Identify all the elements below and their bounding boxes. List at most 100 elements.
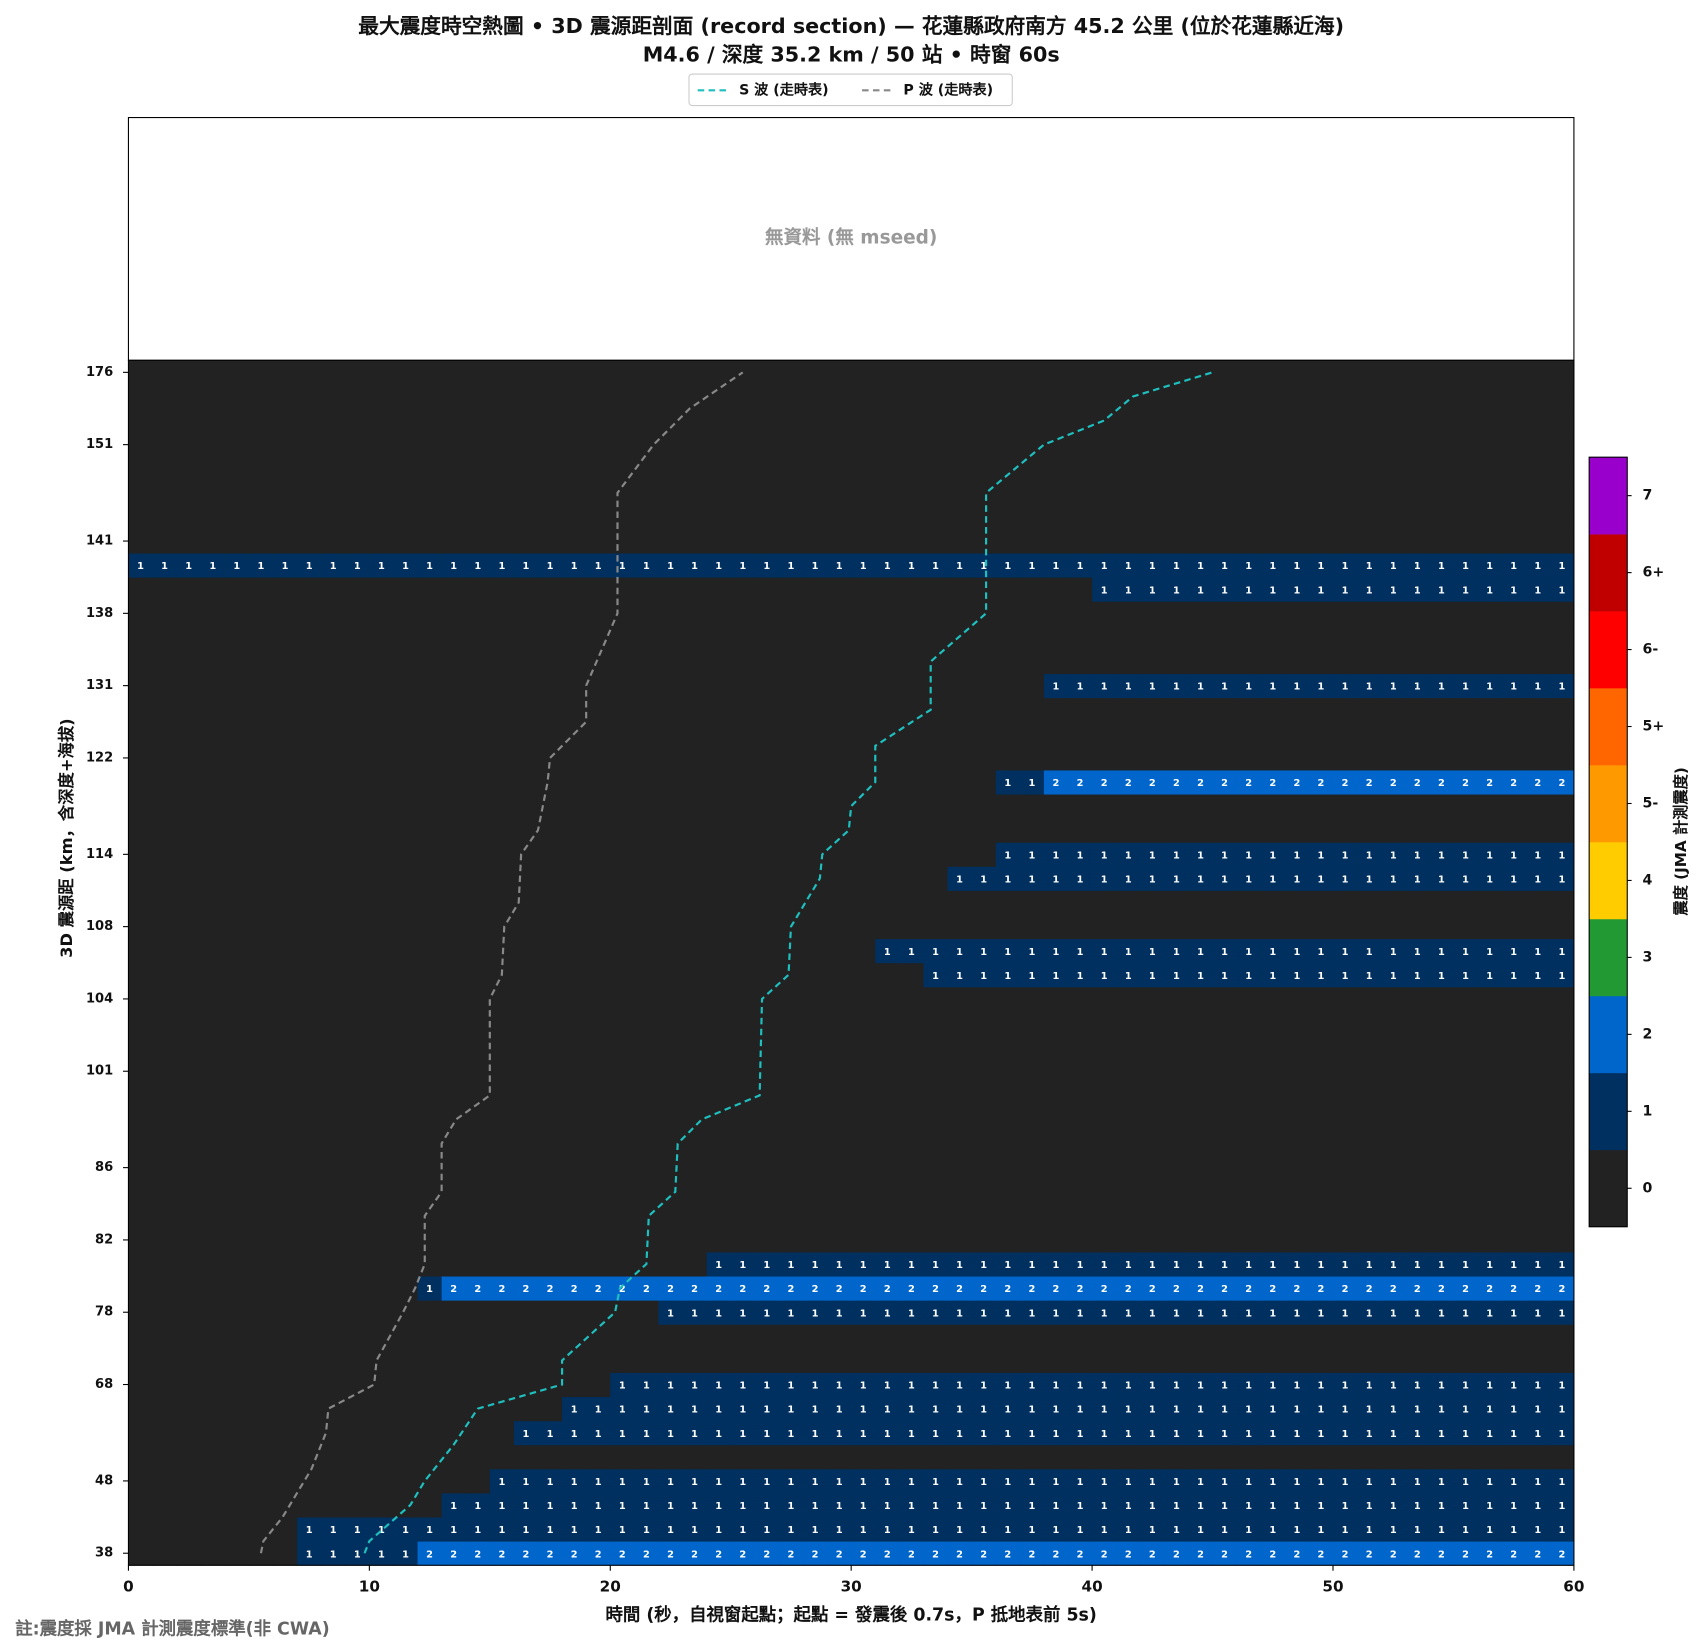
- cell-label: 1: [1318, 585, 1325, 596]
- heat-cell: [393, 986, 418, 1012]
- cell-label: 1: [1221, 1429, 1228, 1440]
- heat-cell: [802, 1083, 828, 1108]
- heat-cell: [1067, 890, 1093, 916]
- heat-cell: [176, 938, 202, 964]
- heat-cell: [513, 553, 539, 578]
- heat-cell: [224, 1541, 250, 1566]
- heat-cell: [1308, 1541, 1334, 1566]
- cell-label: 2: [860, 1284, 867, 1295]
- heat-cell: [971, 1251, 997, 1277]
- cell-label: 1: [1221, 1308, 1228, 1319]
- heat-cell: [827, 794, 852, 819]
- heat-cell: [754, 794, 780, 819]
- cell-label: 1: [1173, 1525, 1180, 1536]
- heat-cell: [947, 384, 973, 409]
- heat-cell: [1333, 962, 1358, 988]
- heat-cell: [513, 384, 539, 409]
- heat-cell: [1043, 625, 1069, 650]
- heat-cell: [1525, 649, 1551, 675]
- heat-cell: [513, 818, 539, 843]
- heat-cell: [417, 1396, 443, 1422]
- heat-cell: [610, 1348, 635, 1373]
- heat-cell: [224, 1083, 250, 1108]
- cell-label: 1: [354, 1525, 361, 1536]
- heat-cell: [971, 1324, 997, 1349]
- heat-cell: [1188, 480, 1213, 506]
- heat-cell: [1405, 504, 1430, 530]
- cell-label: 1: [715, 1260, 722, 1271]
- heat-cell: [513, 1348, 539, 1373]
- cell-label: 1: [402, 1549, 409, 1560]
- heat-cell: [441, 938, 467, 964]
- cell-label: 1: [884, 1260, 891, 1271]
- heat-cell: [537, 1300, 563, 1325]
- heat-cell: [1164, 1155, 1189, 1181]
- cell-label: 1: [1173, 1405, 1180, 1416]
- heat-cell: [128, 745, 153, 771]
- heat-cell: [152, 890, 178, 916]
- cell-label: 1: [1221, 875, 1228, 886]
- heat-cell: [152, 1468, 178, 1494]
- heat-cell: [754, 697, 780, 723]
- cell-label: 2: [1462, 1284, 1469, 1295]
- heat-cell: [634, 1131, 659, 1157]
- heat-cell: [730, 721, 756, 747]
- heat-cell: [224, 384, 250, 409]
- heat-cell: [128, 1203, 153, 1229]
- heat-cell: [1284, 384, 1310, 409]
- heat-cell: [1284, 986, 1310, 1012]
- heat-cell: [369, 745, 394, 771]
- heat-cell: [995, 1300, 1021, 1325]
- heat-cell: [1043, 962, 1069, 988]
- heat-cell: [345, 1348, 370, 1373]
- heat-cell: [1236, 625, 1262, 650]
- heat-cell: [1453, 1517, 1478, 1542]
- heat-cell: [1236, 1420, 1262, 1446]
- heat-cell: [802, 1276, 828, 1301]
- heat-cell: [1429, 697, 1454, 723]
- heat-cell: [200, 1541, 226, 1566]
- heat-cell: [1405, 697, 1430, 723]
- heat-cell: [995, 1035, 1021, 1060]
- heat-cell: [1043, 697, 1069, 723]
- heat-cell: [778, 384, 804, 409]
- heat-cell: [441, 1396, 467, 1422]
- colorbar-tick-label: 3: [1642, 949, 1652, 965]
- heat-cell: [441, 480, 467, 506]
- cell-label: 1: [1510, 561, 1517, 572]
- heat-cell: [1477, 1083, 1503, 1108]
- heat-cell: [393, 1203, 418, 1229]
- cell-label: 1: [1390, 1501, 1397, 1512]
- cell-label: 2: [836, 1284, 843, 1295]
- heat-cell: [971, 625, 997, 650]
- heat-cell: [1308, 1324, 1334, 1349]
- heat-cell: [1043, 360, 1069, 385]
- chart-subtitle: M4.6 / 深度 35.2 km / 50 站 • 時窗 60s: [643, 43, 1060, 67]
- heat-cell: [393, 1324, 418, 1349]
- cell-label: 1: [1293, 971, 1300, 982]
- heat-cell: [465, 480, 491, 506]
- heat-cell: [1405, 1203, 1430, 1229]
- heat-cell: [658, 697, 683, 723]
- heat-cell: [875, 553, 900, 578]
- heat-cell: [200, 1035, 226, 1060]
- cell-label: 1: [1125, 1429, 1132, 1440]
- heat-cell: [899, 1155, 924, 1181]
- heat-cell: [272, 818, 298, 843]
- heat-cell: [899, 938, 924, 964]
- heat-cell: [1501, 1107, 1527, 1132]
- heat-cell: [923, 1541, 948, 1566]
- heat-cell: [634, 1468, 659, 1494]
- heat-cell: [634, 408, 659, 434]
- heat-cell: [1381, 456, 1406, 482]
- heat-cell: [345, 408, 370, 434]
- heat-cell: [1308, 890, 1334, 916]
- cell-label: 1: [1197, 875, 1204, 886]
- heat-cell: [1164, 1444, 1189, 1470]
- heat-cell: [1140, 1348, 1165, 1373]
- cell-label: 2: [1053, 1549, 1060, 1560]
- heat-cell: [827, 1444, 852, 1470]
- heat-cell: [465, 1444, 491, 1470]
- heat-cell: [754, 890, 780, 916]
- heat-cell: [1453, 649, 1478, 675]
